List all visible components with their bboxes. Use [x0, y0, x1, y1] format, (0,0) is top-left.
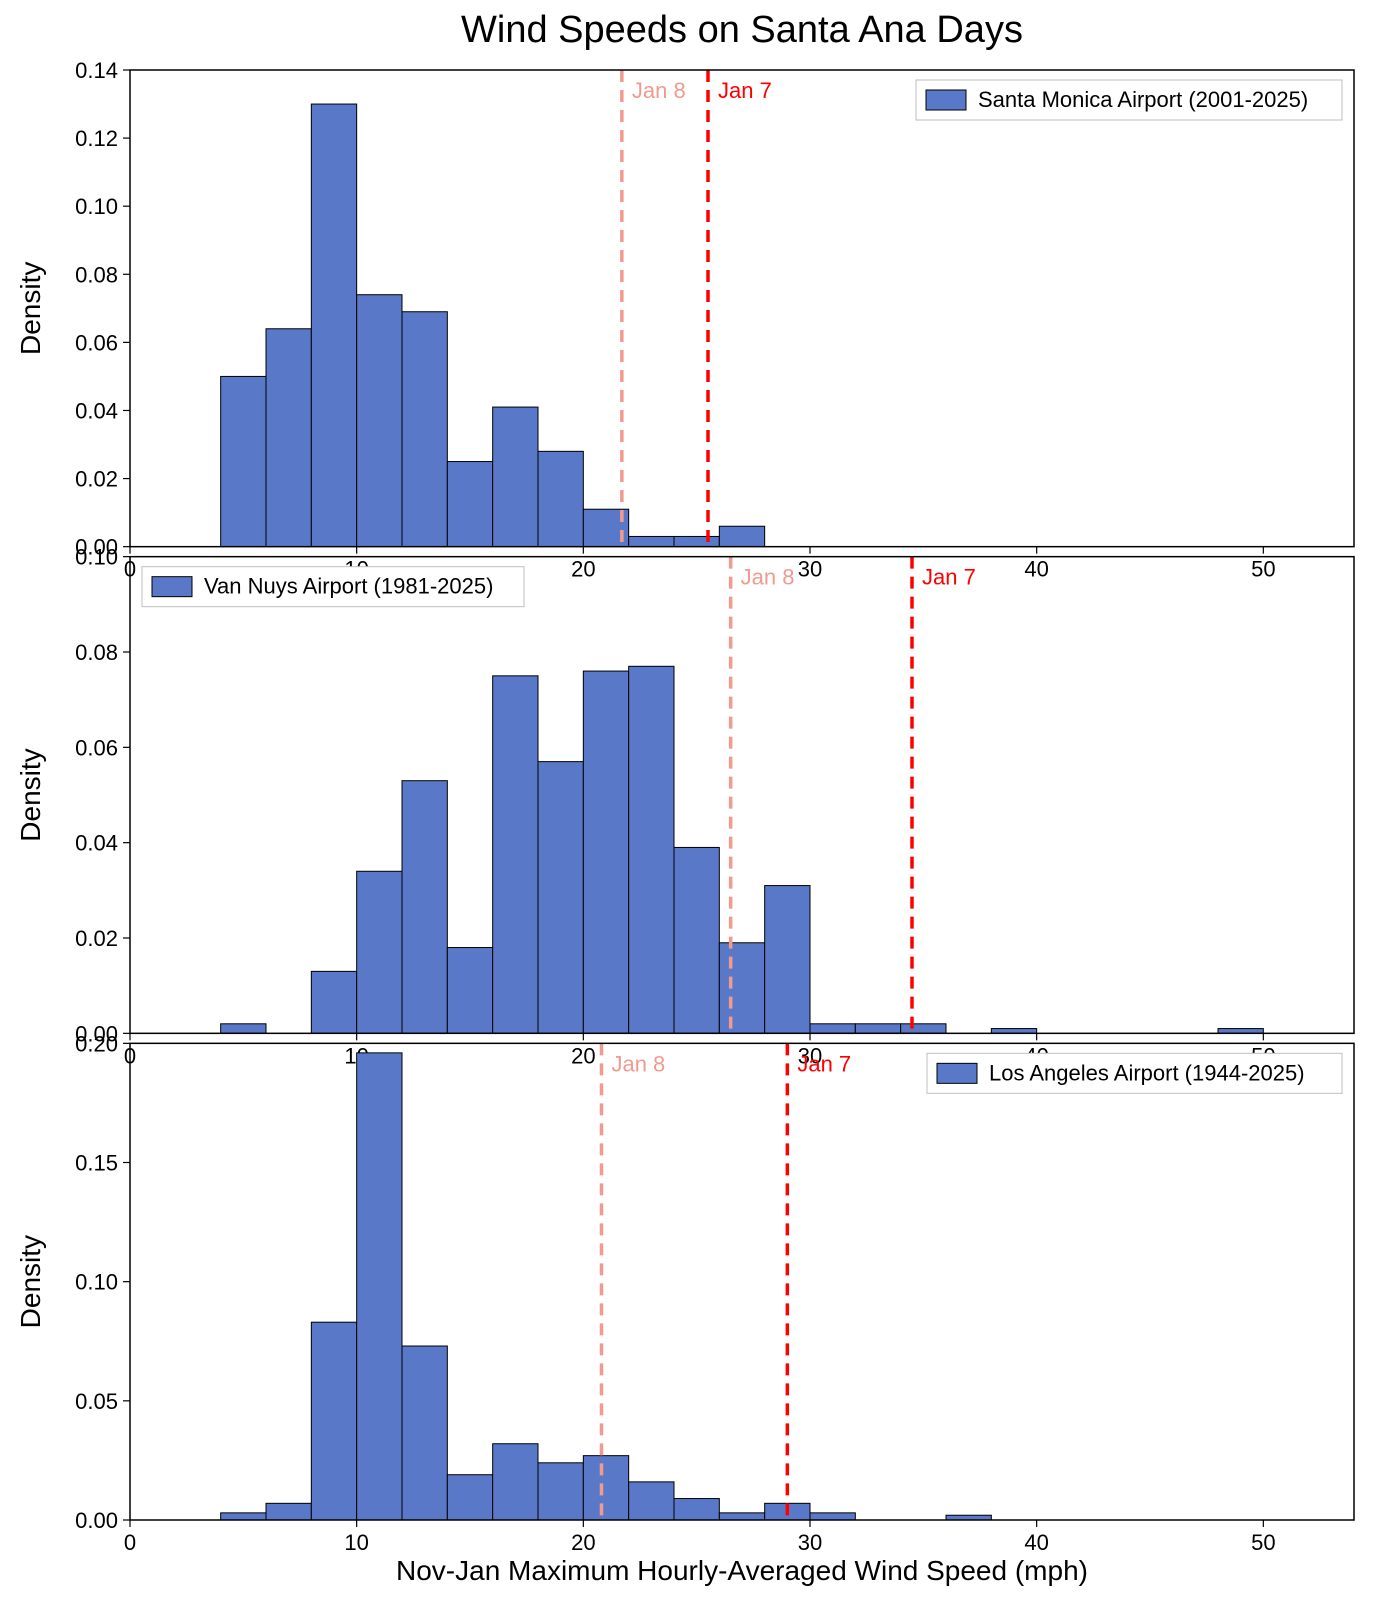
histogram-bar	[901, 1024, 946, 1034]
x-tick-label: 50	[1251, 1530, 1275, 1555]
histogram-bar	[719, 1513, 764, 1520]
y-tick-label: 0.10	[75, 194, 118, 219]
bars-group	[221, 666, 1264, 1033]
histogram-bar	[765, 886, 810, 1034]
histogram-bar	[402, 781, 447, 1034]
chart-svg: Wind Speeds on Santa Ana Days Nov-Jan Max…	[0, 0, 1384, 1600]
ref-label-jan7: Jan 7	[922, 565, 976, 590]
panel-santa-monica: Jan 8Jan 7010203040500.000.020.040.060.0…	[15, 58, 1354, 582]
histogram-bar	[447, 1475, 492, 1520]
legend: Los Angeles Airport (1944-2025)	[927, 1053, 1342, 1093]
histogram-bar	[493, 676, 538, 1033]
histogram-bar	[357, 295, 402, 547]
histogram-bar	[311, 971, 356, 1033]
legend-swatch	[926, 90, 966, 110]
histogram-bar	[221, 1513, 266, 1520]
x-tick-label: 30	[798, 557, 822, 582]
y-tick-label: 0.14	[75, 58, 118, 83]
ref-label-jan7: Jan 7	[797, 1051, 851, 1076]
legend-swatch	[152, 577, 192, 597]
histogram-bar	[719, 943, 764, 1034]
x-tick-label: 40	[1024, 1530, 1048, 1555]
y-tick-label: 0.08	[75, 640, 118, 665]
histogram-bar	[810, 1024, 855, 1034]
x-tick-label: 0	[124, 1530, 136, 1555]
histogram-bar	[266, 1503, 311, 1520]
histogram-bar	[221, 376, 266, 546]
chart-title: Wind Speeds on Santa Ana Days	[461, 9, 1023, 51]
y-tick-label: 0.08	[75, 262, 118, 287]
legend-label: Van Nuys Airport (1981-2025)	[204, 574, 493, 599]
x-tick-label: 50	[1251, 557, 1275, 582]
histogram-bar	[221, 1024, 266, 1034]
y-tick-label: 0.00	[75, 1508, 118, 1533]
ref-label-jan8: Jan 8	[741, 565, 795, 590]
y-tick-label: 0.10	[75, 545, 118, 570]
histogram-bar	[447, 948, 492, 1034]
y-tick-label: 0.04	[75, 831, 118, 856]
histogram-bar	[493, 1444, 538, 1520]
panel-van-nuys: Jan 8Jan 7010203040500.000.020.040.060.0…	[15, 545, 1354, 1069]
bars-group	[221, 1053, 992, 1520]
x-tick-label: 10	[344, 1530, 368, 1555]
legend-label: Santa Monica Airport (2001-2025)	[978, 87, 1308, 112]
histogram-bar	[810, 1513, 855, 1520]
bars-group	[221, 104, 765, 547]
x-tick-label: 20	[571, 1043, 595, 1068]
histogram-bar	[674, 1499, 719, 1520]
histogram-bar	[855, 1024, 900, 1034]
histogram-bar	[629, 666, 674, 1033]
y-tick-label: 0.04	[75, 398, 118, 423]
ref-label-jan8: Jan 8	[632, 78, 686, 103]
y-tick-label: 0.15	[75, 1151, 118, 1176]
histogram-bar	[447, 462, 492, 547]
histogram-bar	[538, 1463, 583, 1520]
y-tick-label: 0.02	[75, 926, 118, 951]
y-tick-label: 0.02	[75, 467, 118, 492]
histogram-bar	[538, 451, 583, 546]
x-tick-label: 20	[571, 557, 595, 582]
x-tick-label: 20	[571, 1530, 595, 1555]
histogram-bar	[674, 847, 719, 1033]
y-tick-label: 0.10	[75, 1270, 118, 1295]
histogram-bar	[719, 526, 764, 546]
ref-label-jan7: Jan 7	[718, 78, 772, 103]
histogram-bar	[357, 1053, 402, 1520]
histogram-bar	[402, 1346, 447, 1520]
histogram-bar	[311, 1322, 356, 1520]
histogram-bar	[357, 871, 402, 1033]
histogram-bar	[311, 104, 356, 547]
histogram-bar	[583, 671, 628, 1033]
histogram-bar	[402, 312, 447, 547]
legend-label: Los Angeles Airport (1944-2025)	[989, 1060, 1305, 1085]
x-axis-label: Nov-Jan Maximum Hourly-Averaged Wind Spe…	[396, 1555, 1088, 1586]
histogram-bar	[583, 1456, 628, 1520]
y-axis-label: Density	[15, 262, 46, 355]
y-tick-label: 0.06	[75, 735, 118, 760]
histogram-bar	[629, 536, 674, 546]
x-tick-label: 30	[798, 1530, 822, 1555]
panel-los-angeles: Jan 8 Jan 7 0 10 20 30 40 50 0.00 0.05 0.10 0.15 0.2…	[15, 1031, 1354, 1555]
y-tick-label: 0.05	[75, 1389, 118, 1414]
figure-container: Wind Speeds on Santa Ana Days Nov-Jan Max…	[0, 0, 1384, 1600]
y-tick-label: 0.06	[75, 330, 118, 355]
x-tick-label: 40	[1024, 557, 1048, 582]
histogram-bar	[538, 762, 583, 1034]
legend: Van Nuys Airport (1981-2025)	[142, 567, 524, 607]
legend: Santa Monica Airport (2001-2025)	[916, 80, 1342, 120]
legend-swatch	[937, 1063, 977, 1083]
histogram-bar	[629, 1482, 674, 1520]
y-axis-label: Density	[15, 1235, 46, 1328]
histogram-bar	[493, 407, 538, 547]
ref-label-jan8: Jan 8	[611, 1051, 665, 1076]
y-tick-label: 0.20	[75, 1031, 118, 1056]
histogram-bar	[674, 536, 719, 546]
y-tick-label: 0.12	[75, 126, 118, 151]
y-axis-label: Density	[15, 748, 46, 841]
histogram-bar	[266, 329, 311, 547]
